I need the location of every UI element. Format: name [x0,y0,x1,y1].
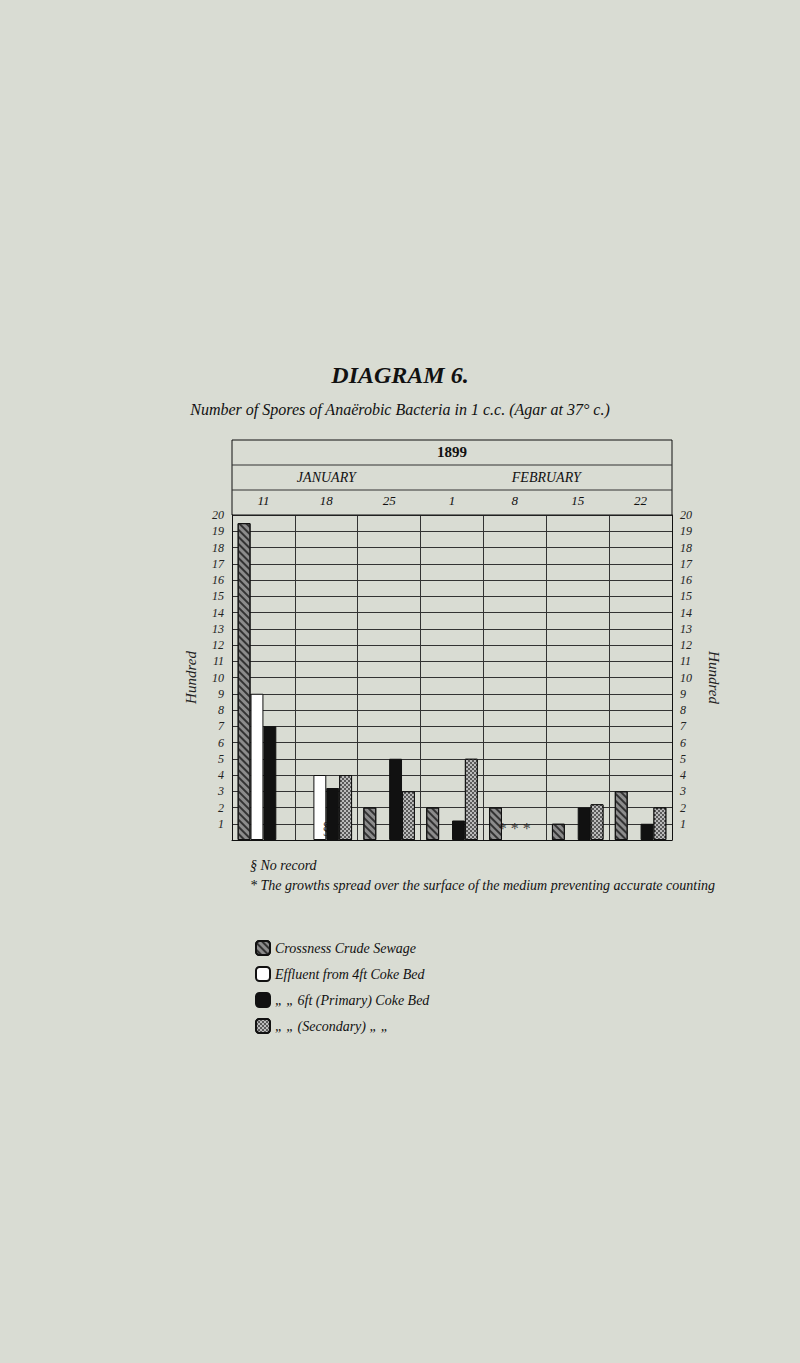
svg-text:16: 16 [680,573,692,587]
svg-text:1: 1 [680,817,686,831]
svg-text:12: 12 [680,638,692,652]
svg-text:11: 11 [257,493,269,508]
svg-text:2: 2 [218,801,224,815]
svg-text:3: 3 [217,784,224,798]
svg-text:FEBRUARY: FEBRUARY [511,470,583,485]
svg-text:4: 4 [680,768,686,782]
svg-text:8: 8 [218,703,224,717]
svg-text:7: 7 [218,719,225,733]
svg-text:11: 11 [680,654,691,668]
svg-text:15: 15 [680,589,692,603]
svg-text:2: 2 [680,801,686,815]
svg-text:17: 17 [680,557,693,571]
svg-text:3: 3 [679,784,686,798]
svg-text:1899: 1899 [437,444,467,460]
svg-text:8: 8 [680,703,686,717]
svg-text:Crossness Crude Sewage: Crossness Crude Sewage [275,941,416,956]
svg-text:Hundred: Hundred [706,650,722,704]
svg-text:4: 4 [218,768,224,782]
svg-text:17: 17 [212,557,225,571]
svg-text:8: 8 [512,493,519,508]
svg-text:§: § [322,820,330,837]
svg-text:19: 19 [212,524,224,538]
svg-text:20: 20 [680,508,692,522]
svg-text:18: 18 [320,493,334,508]
svg-text:13: 13 [212,622,224,636]
svg-text:5: 5 [218,752,224,766]
svg-text:18: 18 [212,541,224,555]
svg-text:6: 6 [680,736,686,750]
svg-text:15: 15 [212,589,224,603]
svg-text:11: 11 [213,654,224,668]
svg-text:16: 16 [212,573,224,587]
svg-text:22: 22 [634,493,648,508]
svg-text:„ „ (Secondary) „ „: „ „ (Secondary) „ „ [275,1019,389,1035]
svg-text:7: 7 [680,719,687,733]
svg-text:14: 14 [212,606,224,620]
svg-text:* The growths spread over the: * The growths spread over the surface of… [250,878,715,893]
svg-text:20: 20 [212,508,224,522]
svg-text:Hundred: Hundred [183,651,199,705]
svg-text:6: 6 [218,736,224,750]
svg-text:14: 14 [680,606,692,620]
svg-text:12: 12 [212,638,224,652]
svg-text:DIAGRAM 6.: DIAGRAM 6. [330,362,468,388]
svg-text:25: 25 [383,493,397,508]
svg-text:5: 5 [680,752,686,766]
svg-text:§ No record: § No record [250,858,318,873]
svg-text:* * *: * * * [499,820,531,837]
svg-text:10: 10 [680,671,692,685]
svg-text:1: 1 [218,817,224,831]
svg-text:10: 10 [212,671,224,685]
svg-text:1: 1 [449,493,456,508]
svg-text:Effluent from 4ft Coke Bed: Effluent from 4ft Coke Bed [274,967,426,982]
svg-text:9: 9 [680,687,686,701]
svg-text:JANUARY: JANUARY [297,470,358,485]
svg-text:13: 13 [680,622,692,636]
svg-text:9: 9 [218,687,224,701]
svg-text:„ „ 6ft (Primary) Coke Bed: „ „ 6ft (Primary) Coke Bed [275,993,430,1009]
svg-text:18: 18 [680,541,692,555]
svg-text:Number of Spores of Anaërobic: Number of Spores of Anaërobic Bacteria i… [189,401,610,419]
svg-text:19: 19 [680,524,692,538]
svg-text:15: 15 [571,493,585,508]
